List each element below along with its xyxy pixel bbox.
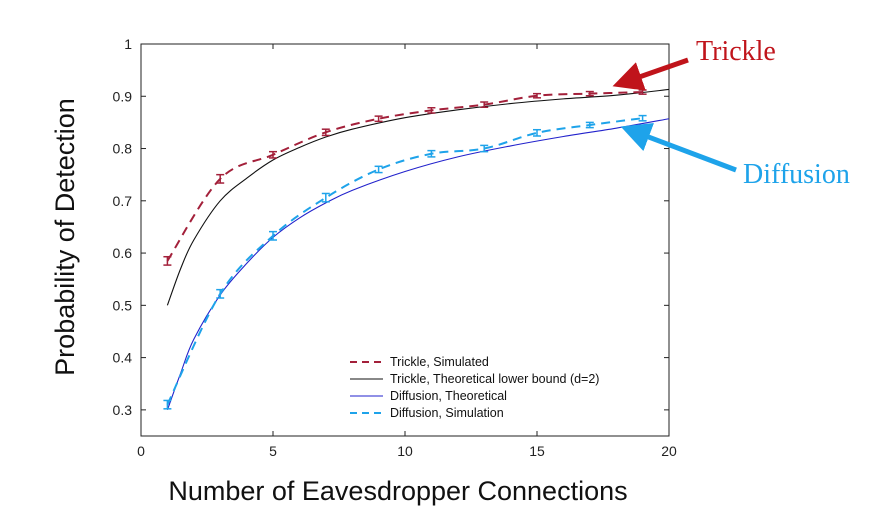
y-tick-label: 0.9 bbox=[113, 88, 133, 104]
error-bar-trickle-simulated bbox=[269, 150, 277, 159]
legend: Trickle, Simulated Trickle, Theoretical … bbox=[350, 355, 599, 420]
y-tick-label: 1 bbox=[124, 36, 132, 52]
y-tick-label: 0.5 bbox=[113, 297, 133, 313]
error-bar-diffusion-simulation bbox=[321, 192, 330, 203]
error-bar-trickle-simulated bbox=[480, 101, 489, 108]
error-bar-diffusion-simulation bbox=[533, 128, 541, 137]
y-axis-title: Probability of Detection bbox=[50, 98, 80, 376]
error-bar-trickle-simulated bbox=[321, 128, 330, 137]
series-line-trickle-simulated bbox=[166, 91, 643, 262]
trickle-annotation-arrow bbox=[612, 57, 689, 91]
error-bar-diffusion-simulation bbox=[216, 288, 225, 299]
error-bar-diffusion-simulation bbox=[480, 144, 489, 153]
error-bar-trickle-simulated bbox=[163, 255, 172, 266]
error-bar-diffusion-simulation bbox=[269, 230, 277, 241]
y-tick-label: 0.6 bbox=[113, 245, 133, 261]
error-bar-diffusion-simulation bbox=[585, 121, 594, 129]
error-bar-diffusion-simulation bbox=[638, 114, 647, 122]
error-bar-diffusion-simulation bbox=[374, 165, 383, 174]
x-axis-title: Number of Eavesdropper Connections bbox=[168, 476, 627, 506]
error-bar-trickle-simulated bbox=[427, 107, 436, 114]
x-tick-label: 10 bbox=[397, 443, 413, 459]
x-tick-label: 5 bbox=[269, 443, 277, 459]
x-tick-label: 0 bbox=[137, 443, 145, 459]
y-ticks: 0.3 0.4 0.5 0.6 0.7 0.8 0.9 1 bbox=[113, 36, 669, 418]
legend-label-trickle-theoretical: Trickle, Theoretical lower bound (d=2) bbox=[390, 372, 599, 386]
error-bar-trickle-simulated bbox=[216, 173, 225, 184]
error-bar-diffusion-simulation bbox=[427, 149, 436, 158]
series-layer bbox=[163, 88, 670, 411]
x-ticks: 0 5 10 15 20 bbox=[137, 44, 677, 459]
series-line-diffusion-theoretical bbox=[166, 118, 670, 411]
x-tick-label: 15 bbox=[529, 443, 545, 459]
legend-label-trickle-simulated: Trickle, Simulated bbox=[390, 355, 489, 369]
error-bar-trickle-simulated bbox=[585, 90, 594, 97]
series-line-trickle-theoretical-lower-bound-d-2 bbox=[166, 88, 670, 306]
error-bar-trickle-simulated bbox=[533, 92, 541, 99]
series-line-diffusion-simulation bbox=[166, 117, 643, 406]
y-tick-label: 0.4 bbox=[113, 350, 133, 366]
y-tick-label: 0.7 bbox=[113, 193, 133, 209]
diffusion-annotation-arrow bbox=[620, 123, 737, 173]
legend-label-diffusion-simulation: Diffusion, Simulation bbox=[390, 406, 504, 420]
legend-label-diffusion-theoretical: Diffusion, Theoretical bbox=[390, 389, 507, 403]
y-tick-label: 0.3 bbox=[113, 402, 133, 418]
error-bar-trickle-simulated bbox=[374, 115, 383, 123]
trickle-annotation-label: Trickle bbox=[696, 36, 776, 67]
diffusion-annotation-label: Diffusion bbox=[743, 159, 850, 190]
y-tick-label: 0.8 bbox=[113, 141, 133, 157]
plot-area bbox=[140, 43, 670, 437]
error-bar-diffusion-simulation bbox=[163, 399, 172, 410]
x-tick-label: 20 bbox=[661, 443, 677, 459]
